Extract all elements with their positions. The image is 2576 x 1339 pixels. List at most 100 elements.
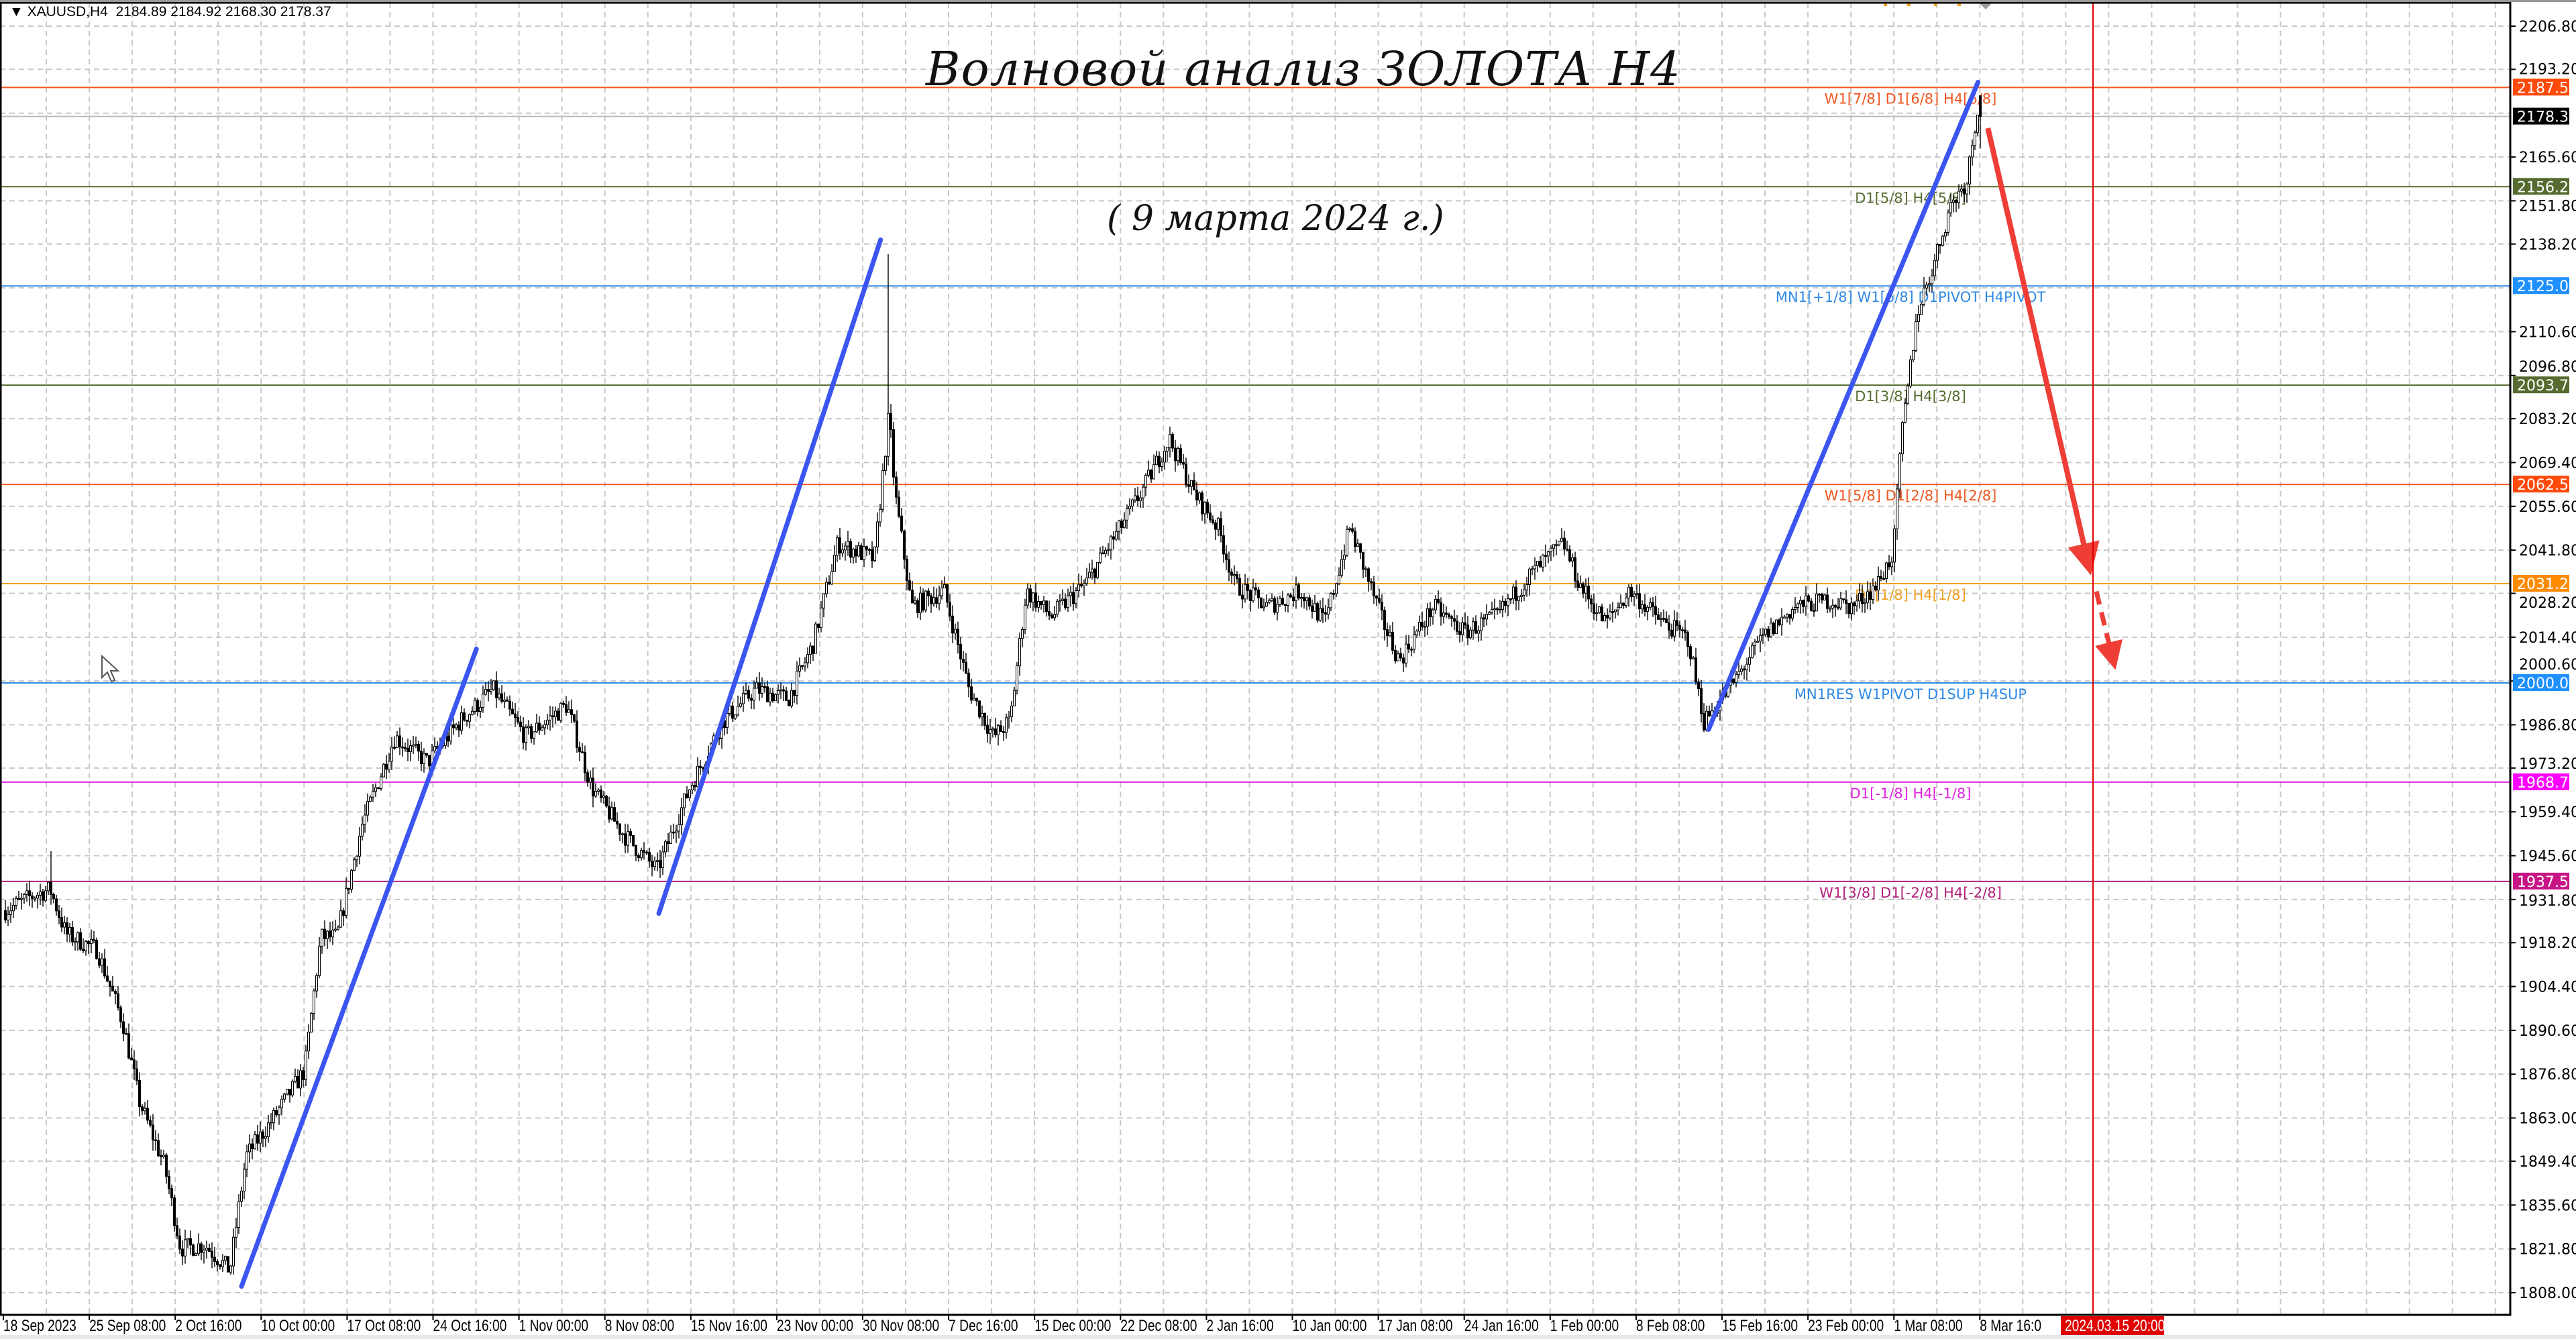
candle <box>1233 565 1236 586</box>
candle-body <box>1654 606 1657 615</box>
candle <box>804 657 806 672</box>
candle <box>7 906 9 926</box>
candle <box>339 900 342 928</box>
candle <box>790 683 793 708</box>
candle-body <box>4 910 7 920</box>
candle <box>828 575 830 586</box>
candle <box>1335 582 1338 597</box>
candle <box>136 1060 138 1085</box>
candle-body <box>1925 284 1928 288</box>
candle <box>1971 139 1974 166</box>
candle-body <box>696 765 699 788</box>
candle-body <box>1024 604 1026 630</box>
candle <box>1466 616 1469 646</box>
bottom-strip <box>0 1335 2576 1339</box>
candle <box>814 621 817 654</box>
candle-body <box>1152 464 1155 480</box>
candle <box>1751 642 1754 659</box>
candle <box>857 541 860 557</box>
candle-body <box>1018 638 1021 667</box>
candle-body <box>1622 602 1625 606</box>
candle-body <box>1042 600 1045 605</box>
candle-body <box>1590 598 1593 604</box>
x-tick-label: 15 Feb 16:00 <box>1722 1316 1798 1335</box>
candle-body <box>691 785 694 791</box>
candle-body <box>1075 590 1077 604</box>
candle <box>986 715 989 743</box>
candle <box>1560 528 1563 543</box>
candle <box>1837 598 1839 610</box>
candle-body <box>141 1106 144 1112</box>
candle <box>1080 575 1083 588</box>
candle-body <box>884 456 887 471</box>
candle <box>1544 544 1547 568</box>
candle-body <box>173 1197 176 1226</box>
candle <box>398 727 401 755</box>
candle <box>358 826 361 865</box>
candle-body <box>844 545 847 551</box>
candle-body <box>326 930 329 939</box>
candle <box>1010 700 1013 722</box>
candle-body <box>1483 617 1485 620</box>
candle <box>9 902 12 923</box>
y-tick-label: 1835.60 <box>2519 1197 2576 1214</box>
candle-body <box>627 831 629 846</box>
candle-body <box>1839 598 1842 608</box>
candle-body <box>753 688 755 701</box>
candle-body <box>1300 597 1303 599</box>
candle-body <box>1770 623 1772 637</box>
candle-body <box>1123 519 1126 528</box>
collapse-triangle-icon[interactable]: ▼ <box>9 4 28 19</box>
candle-body <box>42 891 44 901</box>
candle-body <box>372 791 374 798</box>
candle <box>1386 623 1389 647</box>
candle-body <box>908 580 911 590</box>
candle-body <box>511 708 514 714</box>
candle-body <box>329 930 331 938</box>
candle <box>146 1100 149 1124</box>
candle-body <box>1662 618 1665 620</box>
candle-body <box>890 413 892 430</box>
candle-body <box>804 662 806 667</box>
candle-body <box>619 823 621 835</box>
candle-body <box>382 763 385 778</box>
candle <box>1646 605 1649 621</box>
price-tag-label: 2156.25 <box>2517 179 2576 196</box>
price-tag-label: 1968.75 <box>2517 775 2576 792</box>
candle-body <box>1284 604 1287 606</box>
candle-body <box>1088 572 1091 578</box>
candle-body <box>1313 603 1316 612</box>
candle <box>699 759 702 775</box>
candle <box>1858 583 1861 609</box>
candle-body <box>262 1131 264 1139</box>
candle <box>774 693 777 702</box>
candle <box>372 784 374 802</box>
candle <box>275 1106 278 1117</box>
candle-body <box>1850 602 1853 614</box>
candle-body <box>275 1110 278 1116</box>
candle-body <box>769 692 771 702</box>
candle-body <box>471 710 474 715</box>
candle <box>1249 589 1252 612</box>
candle-body <box>235 1227 237 1238</box>
candle-body <box>750 698 753 701</box>
candle <box>651 855 653 877</box>
candle-body <box>468 714 471 722</box>
candle-body <box>388 761 390 770</box>
candle-body <box>771 692 774 702</box>
candle <box>1593 593 1595 621</box>
candle-body <box>1759 635 1762 642</box>
candle <box>1373 576 1375 604</box>
candle <box>353 857 356 871</box>
candle-body <box>594 791 597 797</box>
candle-body <box>1021 629 1024 639</box>
candle <box>675 824 678 843</box>
candle <box>1319 600 1322 622</box>
candle <box>1799 596 1802 614</box>
candle <box>876 512 879 554</box>
price-tag <box>2513 178 2569 195</box>
candle <box>954 623 957 640</box>
candle <box>535 714 538 733</box>
